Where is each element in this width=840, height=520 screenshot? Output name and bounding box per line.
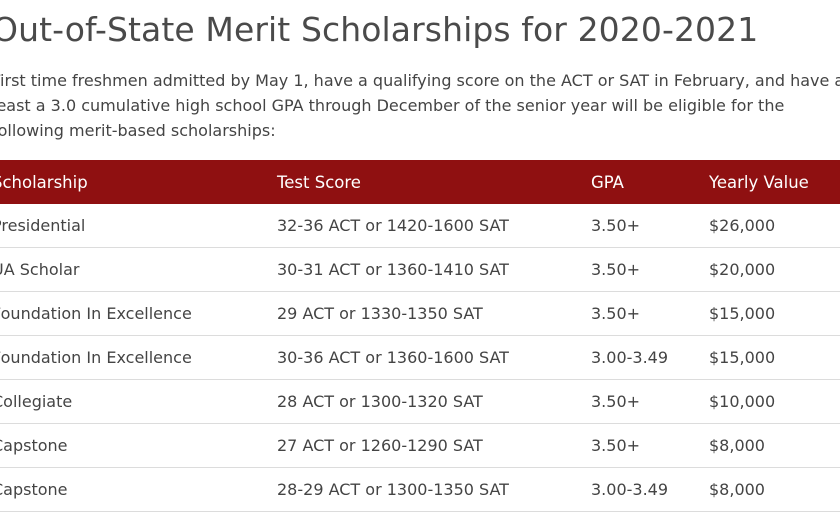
intro-line: First time freshmen admitted by May 1, h… [0, 71, 840, 90]
cell-gpa: 3.50+ [591, 291, 709, 336]
table-row: Collegiate 28 ACT or 1300-1320 SAT 3.50+… [0, 379, 840, 424]
cell-yearly-value: $15,000 [709, 291, 840, 336]
cell-scholarship: Presidential [0, 204, 277, 248]
cell-test-score: 27 ACT or 1260-1290 SAT [277, 423, 591, 468]
cell-test-score: 29 ACT or 1330-1350 SAT [277, 291, 591, 336]
cell-test-score: 32-36 ACT or 1420-1600 SAT [277, 204, 591, 248]
column-header-gpa: GPA [591, 172, 624, 192]
cell-test-score: 30-31 ACT or 1360-1410 SAT [277, 247, 591, 292]
table-row: Presidential 32-36 ACT or 1420-1600 SAT … [0, 204, 840, 248]
cell-scholarship: Capstone [0, 423, 277, 468]
cell-gpa: 3.00-3.49 [591, 467, 709, 512]
table-row: Capstone 28-29 ACT or 1300-1350 SAT 3.00… [0, 467, 840, 512]
cell-scholarship: Collegiate [0, 379, 277, 424]
cell-gpa: 3.50+ [591, 247, 709, 292]
cell-test-score: 28-29 ACT or 1300-1350 SAT [277, 467, 591, 512]
table-row: Foundation In Excellence 30-36 ACT or 13… [0, 335, 840, 380]
scholarship-table: Scholarship Test Score GPA Yearly Value … [0, 160, 840, 512]
intro-line: following merit-based scholarships: [0, 121, 276, 140]
cell-gpa: 3.50+ [591, 379, 709, 424]
table-header-row: Scholarship Test Score GPA Yearly Value [0, 160, 840, 204]
cell-scholarship: Capstone [0, 467, 277, 512]
intro-paragraph: First time freshmen admitted by May 1, h… [0, 68, 840, 143]
table-row: UA Scholar 30-31 ACT or 1360-1410 SAT 3.… [0, 247, 840, 292]
column-header-yearly-value: Yearly Value [709, 172, 809, 192]
cell-gpa: 3.00-3.49 [591, 335, 709, 380]
table-row: Capstone 27 ACT or 1260-1290 SAT 3.50+ $… [0, 423, 840, 468]
cell-yearly-value: $26,000 [709, 204, 840, 248]
page-title: Out-of-State Merit Scholarships for 2020… [0, 10, 759, 49]
table-row: Foundation In Excellence 29 ACT or 1330-… [0, 291, 840, 336]
cell-yearly-value: $10,000 [709, 379, 840, 424]
column-header-scholarship: Scholarship [0, 172, 88, 192]
cell-yearly-value: $20,000 [709, 247, 840, 292]
cell-gpa: 3.50+ [591, 423, 709, 468]
cell-test-score: 30-36 ACT or 1360-1600 SAT [277, 335, 591, 380]
column-header-test-score: Test Score [277, 172, 361, 192]
intro-line: least a 3.0 cumulative high school GPA t… [0, 96, 785, 115]
cell-yearly-value: $8,000 [709, 423, 840, 468]
cell-yearly-value: $8,000 [709, 467, 840, 512]
cell-gpa: 3.50+ [591, 204, 709, 248]
cell-scholarship: Foundation In Excellence [0, 335, 277, 380]
cell-scholarship: Foundation In Excellence [0, 291, 277, 336]
cell-test-score: 28 ACT or 1300-1320 SAT [277, 379, 591, 424]
cell-yearly-value: $15,000 [709, 335, 840, 380]
cell-scholarship: UA Scholar [0, 247, 277, 292]
